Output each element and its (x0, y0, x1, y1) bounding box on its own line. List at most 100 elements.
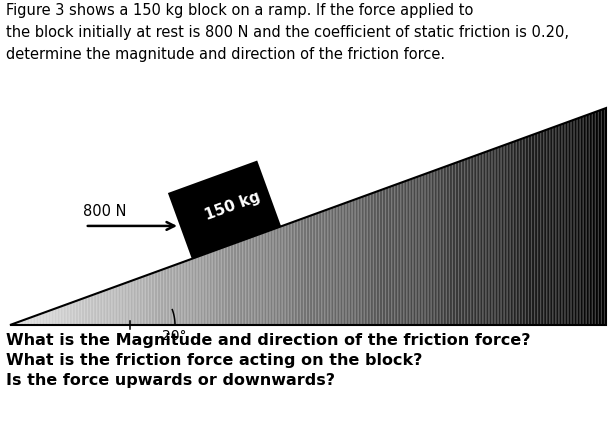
Polygon shape (256, 235, 257, 325)
Polygon shape (384, 188, 386, 325)
Polygon shape (525, 137, 527, 325)
Polygon shape (304, 218, 305, 325)
Polygon shape (229, 245, 230, 325)
Polygon shape (20, 320, 22, 325)
Polygon shape (226, 246, 227, 325)
Polygon shape (558, 125, 560, 325)
Polygon shape (314, 214, 315, 325)
Polygon shape (426, 173, 428, 325)
Polygon shape (248, 238, 250, 325)
Polygon shape (91, 295, 92, 325)
Polygon shape (257, 235, 259, 325)
Polygon shape (492, 149, 493, 325)
Polygon shape (219, 249, 220, 325)
Polygon shape (567, 122, 569, 325)
Polygon shape (600, 110, 602, 325)
Polygon shape (432, 171, 433, 325)
Polygon shape (378, 190, 379, 325)
Polygon shape (302, 218, 304, 325)
Polygon shape (323, 210, 325, 325)
Polygon shape (49, 310, 51, 325)
Polygon shape (181, 262, 183, 325)
Polygon shape (180, 263, 181, 325)
Polygon shape (362, 196, 363, 325)
Polygon shape (244, 239, 245, 325)
Polygon shape (235, 243, 237, 325)
Polygon shape (140, 277, 141, 325)
Polygon shape (299, 219, 301, 325)
Polygon shape (409, 179, 411, 325)
Polygon shape (122, 284, 123, 325)
Polygon shape (393, 185, 394, 325)
Polygon shape (582, 116, 583, 325)
Polygon shape (83, 298, 84, 325)
Polygon shape (594, 112, 596, 325)
Polygon shape (108, 289, 110, 325)
Polygon shape (471, 157, 472, 325)
Polygon shape (368, 194, 369, 325)
Polygon shape (213, 251, 214, 325)
Polygon shape (128, 282, 129, 325)
Polygon shape (326, 210, 327, 325)
Polygon shape (30, 317, 31, 325)
Polygon shape (591, 113, 593, 325)
Polygon shape (40, 314, 41, 325)
Text: What is the friction force acting on the block?: What is the friction force acting on the… (6, 353, 423, 368)
Polygon shape (311, 215, 312, 325)
Polygon shape (554, 127, 556, 325)
Polygon shape (533, 134, 535, 325)
Polygon shape (527, 136, 529, 325)
Polygon shape (163, 269, 165, 325)
Polygon shape (298, 220, 299, 325)
Polygon shape (354, 199, 355, 325)
Polygon shape (351, 200, 353, 325)
Polygon shape (119, 285, 120, 325)
Polygon shape (102, 291, 104, 325)
Polygon shape (52, 309, 53, 325)
Polygon shape (307, 216, 308, 325)
Polygon shape (583, 116, 585, 325)
Polygon shape (365, 196, 366, 325)
Polygon shape (464, 159, 466, 325)
Polygon shape (573, 119, 575, 325)
Polygon shape (158, 271, 159, 325)
Polygon shape (190, 259, 192, 325)
Polygon shape (405, 181, 407, 325)
Polygon shape (309, 215, 311, 325)
Polygon shape (41, 313, 43, 325)
Polygon shape (376, 191, 378, 325)
Polygon shape (339, 204, 341, 325)
Polygon shape (280, 226, 281, 325)
Polygon shape (284, 225, 286, 325)
Polygon shape (123, 283, 124, 325)
Polygon shape (455, 162, 457, 325)
Polygon shape (272, 229, 274, 325)
Polygon shape (581, 117, 582, 325)
Polygon shape (251, 237, 253, 325)
Polygon shape (390, 186, 391, 325)
Polygon shape (294, 221, 296, 325)
Polygon shape (168, 267, 169, 325)
Polygon shape (168, 161, 281, 259)
Polygon shape (565, 122, 567, 325)
Polygon shape (104, 290, 105, 325)
Polygon shape (515, 141, 517, 325)
Polygon shape (227, 245, 229, 325)
Polygon shape (493, 149, 494, 325)
Polygon shape (268, 231, 269, 325)
Polygon shape (80, 299, 81, 325)
Polygon shape (161, 270, 162, 325)
Polygon shape (521, 139, 522, 325)
Polygon shape (576, 119, 578, 325)
Polygon shape (561, 124, 563, 325)
Polygon shape (444, 167, 445, 325)
Polygon shape (417, 176, 418, 325)
Polygon shape (418, 176, 419, 325)
Polygon shape (530, 135, 532, 325)
Polygon shape (253, 236, 254, 325)
Polygon shape (107, 289, 108, 325)
Polygon shape (150, 273, 152, 325)
Polygon shape (76, 300, 77, 325)
Polygon shape (442, 167, 444, 325)
Polygon shape (435, 170, 436, 325)
